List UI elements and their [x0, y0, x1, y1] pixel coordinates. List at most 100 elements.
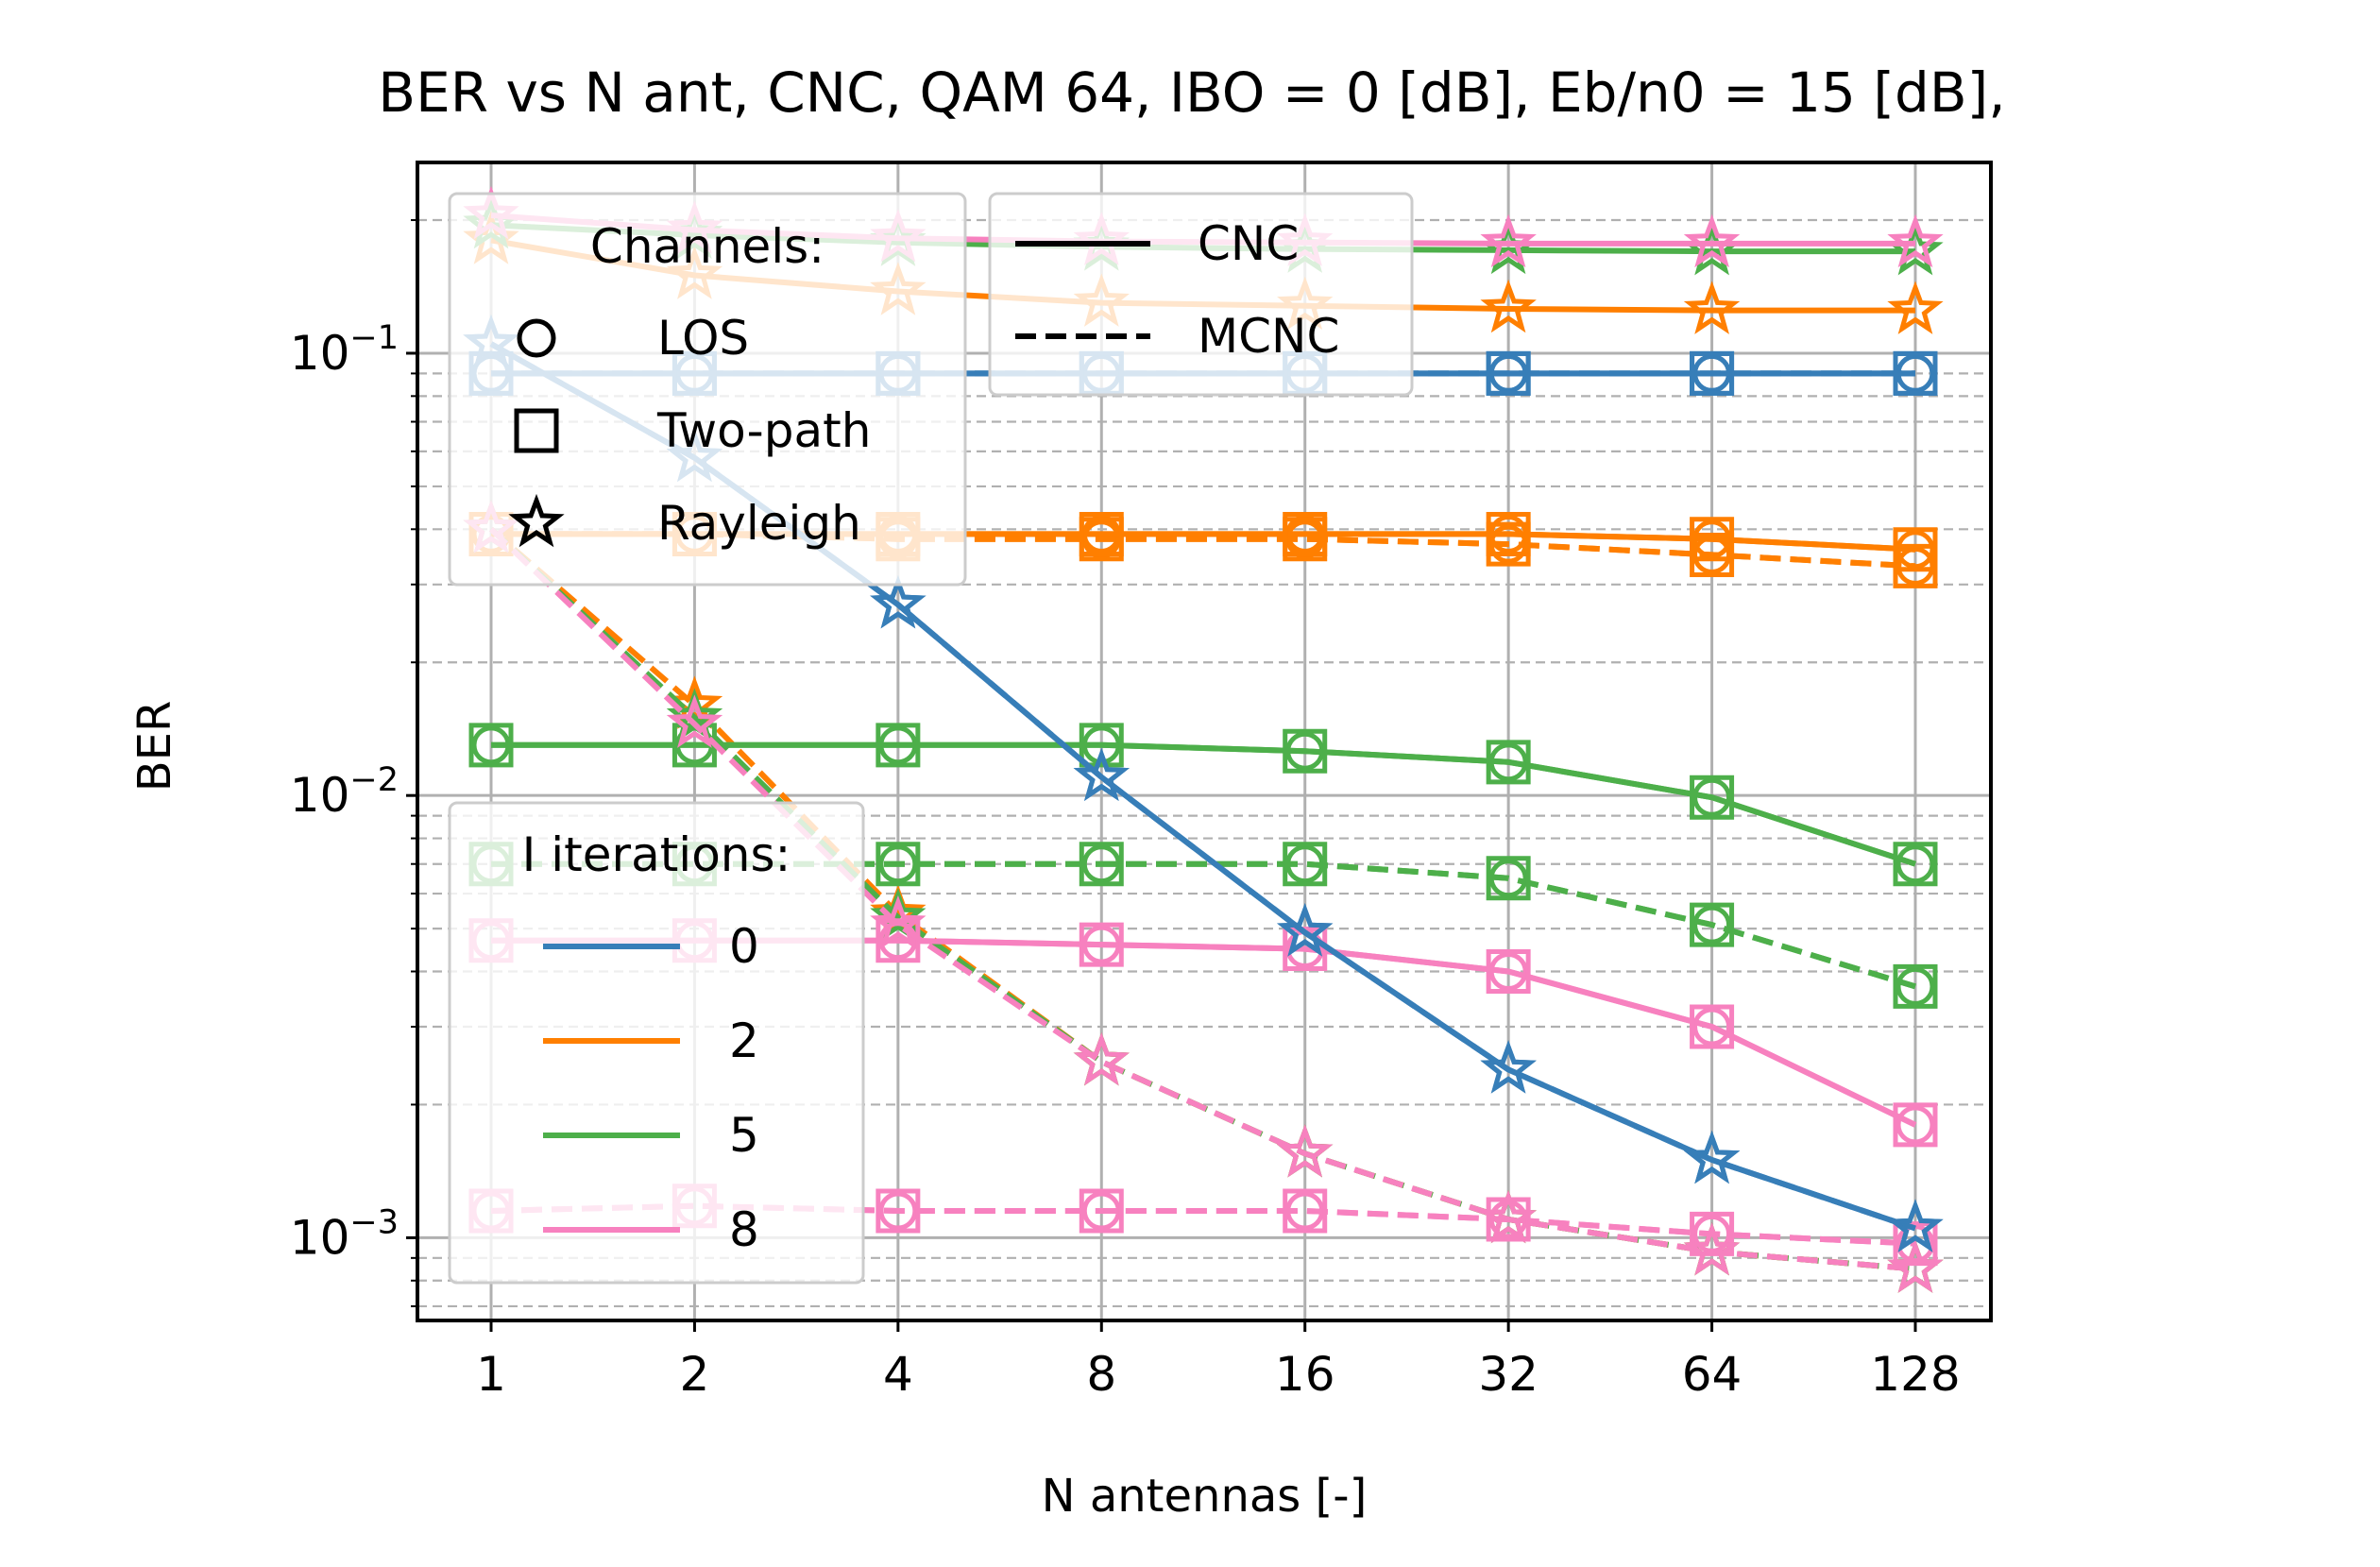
data-point-rayleigh — [1887, 1199, 1944, 1252]
data-point-two-path — [1283, 728, 1328, 774]
data-point-two-path — [1690, 1211, 1735, 1256]
data-point-two-path — [468, 723, 514, 768]
data-point-two-path — [1486, 856, 1531, 901]
data-point-two-path — [1079, 922, 1124, 967]
y-tick-label: 10−3 — [290, 1203, 399, 1265]
y-tick-base: 10 — [290, 326, 350, 381]
chart-title: BER vs N ant, CNC, QAM 64, IBO = 0 [dB],… — [378, 60, 2005, 125]
data-point-rayleigh — [1073, 1031, 1130, 1086]
y-tick-exponent: −3 — [349, 1203, 399, 1241]
legend-channels-label: LOS — [657, 311, 749, 366]
data-point-los — [1896, 966, 1935, 1006]
data-point-rayleigh — [1480, 213, 1537, 268]
data-point-two-path — [1486, 740, 1531, 785]
legend-methods: CNC MCNC — [988, 192, 1414, 397]
data-point-rayleigh — [1277, 1124, 1334, 1178]
data-point-two-path — [1283, 517, 1328, 562]
data-point-two-path — [876, 1188, 921, 1234]
y-tick-exponent: −2 — [349, 761, 399, 799]
data-point-rayleigh — [666, 694, 723, 748]
data-point-los — [1896, 1105, 1935, 1145]
x-tick-label: 64 — [1682, 1347, 1742, 1402]
data-point-two-path — [1079, 1188, 1124, 1234]
data-point-rayleigh — [1480, 1040, 1537, 1094]
data-point-rayleigh — [1683, 213, 1741, 268]
legend-methods-label: MCNC — [1198, 309, 1339, 364]
x-axis-label: N antennas [-] — [1042, 1470, 1368, 1523]
y-tick-exponent: −1 — [349, 319, 399, 357]
y-axis-label: BER — [128, 701, 181, 792]
data-point-two-path — [876, 918, 921, 963]
legend-iterations: I iterations: 0 2 5 8 — [448, 801, 865, 1285]
y-tick-base: 10 — [290, 768, 350, 823]
legend-iterations-label: 0 — [729, 919, 759, 974]
data-point-rayleigh — [870, 574, 926, 629]
data-point-two-path — [1690, 902, 1735, 947]
x-tick-label: 16 — [1275, 1347, 1335, 1402]
legend-circle-marker — [517, 318, 556, 358]
plot-area: 1 2 4 8 16 32 64 12810−110−210−3Channels:LOSTwo… — [290, 161, 1993, 1402]
data-point-los — [1692, 1007, 1732, 1047]
data-point-two-path — [1486, 521, 1531, 567]
series-line-two-path-mcnc-iter-5 — [491, 860, 1916, 990]
data-point-rayleigh — [1887, 281, 1944, 334]
x-tick-label: 1 — [476, 1347, 506, 1402]
data-point-two-path — [1690, 532, 1735, 577]
y-tick-label: 10−2 — [290, 761, 399, 823]
series-line-rayleigh-mcnc-iter-8 — [488, 527, 1916, 1272]
data-point-two-path — [1486, 1197, 1531, 1242]
data-point-two-path — [1893, 842, 1938, 887]
legend-iterations-label: 2 — [729, 1013, 759, 1068]
series-line-two-path-mcnc-iter-8 — [490, 1202, 1916, 1247]
data-point-rayleigh — [1887, 213, 1944, 268]
data-point-two-path — [1079, 517, 1124, 562]
data-point-rayleigh — [1480, 279, 1537, 333]
y-axis: 10−110−210−3 — [290, 219, 417, 1307]
series-line-two-path-mcnc-iter-2 — [491, 531, 1916, 570]
legend-square-marker — [514, 408, 559, 453]
data-point-rayleigh — [1277, 902, 1334, 957]
data-point-two-path — [1690, 775, 1735, 820]
data-point-rayleigh — [1887, 1239, 1944, 1293]
y-tick-label: 10−1 — [290, 319, 399, 381]
data-point-rayleigh — [1683, 281, 1741, 334]
data-point-two-path — [1893, 1102, 1938, 1148]
x-tick-label: 2 — [680, 1347, 710, 1402]
data-point-rayleigh — [870, 894, 926, 949]
data-point-two-path — [1893, 350, 1938, 396]
data-point-los — [1896, 844, 1935, 884]
legend-iterations-label: 8 — [729, 1202, 759, 1257]
x-tick-label: 4 — [883, 1347, 913, 1402]
data-point-two-path — [1079, 723, 1124, 768]
data-point-rayleigh — [1683, 1221, 1741, 1276]
legend-star-marker — [508, 493, 565, 548]
data-point-two-path — [1690, 1004, 1735, 1049]
data-point-two-path — [1283, 842, 1328, 887]
series-line-two-path-cnc-iter-5 — [491, 741, 1916, 867]
data-point-two-path — [1486, 350, 1531, 396]
legend-channels-label: Rayleigh — [657, 496, 861, 551]
x-tick-label: 128 — [1870, 1347, 1960, 1402]
legend-methods-label: CNC — [1198, 216, 1299, 271]
x-tick-label: 8 — [1086, 1347, 1116, 1402]
legend-iterations-title: I iterations: — [522, 827, 791, 882]
legend-iterations-label: 5 — [729, 1108, 759, 1163]
data-point-two-path — [1690, 350, 1735, 396]
data-point-two-path — [876, 842, 921, 887]
data-point-two-path — [876, 723, 921, 768]
data-point-two-path — [1283, 1188, 1328, 1234]
data-point-rayleigh — [1480, 1189, 1537, 1244]
data-point-two-path — [1893, 543, 1938, 588]
data-point-rayleigh — [1683, 1130, 1741, 1184]
data-point-two-path — [1893, 963, 1938, 1009]
data-point-two-path — [1283, 927, 1328, 972]
legend-channels-label: Two-path — [656, 403, 871, 458]
plot-frame — [416, 161, 1993, 1322]
data-point-los — [1692, 777, 1732, 817]
data-point-los — [1692, 905, 1732, 945]
y-tick-base: 10 — [290, 1210, 350, 1265]
data-point-rayleigh — [1073, 747, 1130, 802]
data-point-two-path — [1486, 949, 1531, 995]
legend-channels-title: Channels: — [590, 219, 824, 274]
